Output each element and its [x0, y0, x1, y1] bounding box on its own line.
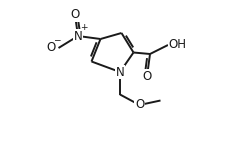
Text: +: + [80, 23, 88, 32]
Text: O: O [46, 42, 56, 54]
Text: N: N [74, 30, 82, 42]
Text: −: − [53, 35, 61, 44]
Text: O: O [142, 70, 152, 83]
Text: O: O [135, 99, 144, 111]
Text: OH: OH [169, 39, 187, 51]
Text: O: O [70, 9, 80, 21]
Text: N: N [116, 66, 124, 78]
